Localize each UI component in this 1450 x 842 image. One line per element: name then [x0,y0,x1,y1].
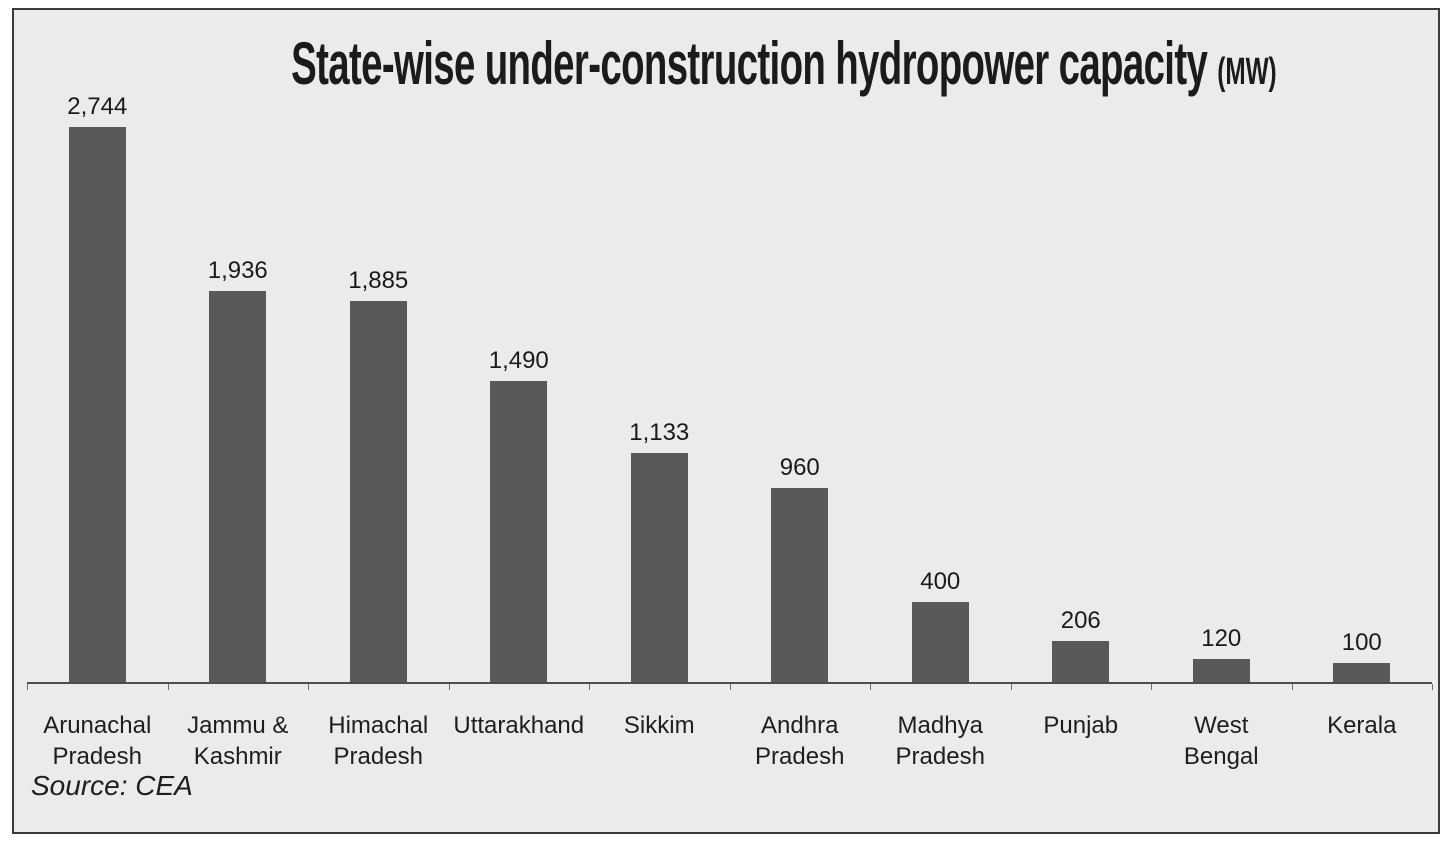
bar-value-label: 100 [1341,629,1382,656]
category-label: Arunachal Pradesh [43,712,152,770]
bar [911,602,969,683]
bar [1052,641,1110,683]
category-label: Kerala [1327,712,1397,739]
bar-value-label: 960 [779,454,820,481]
bar-value-label: 1,885 [348,267,409,294]
bar-column: 1,133 [589,10,730,683]
bar-value-label: 1,936 [207,257,268,284]
bar [209,291,267,683]
bar-column: 1,885 [308,10,449,683]
bar-value-label: 120 [1201,625,1242,652]
bar-value-label: 1,490 [488,347,549,374]
bar-value-label: 1,133 [629,419,690,446]
bar-column: 960 [730,10,871,683]
axis-tick [1432,684,1433,690]
chart-title-text: State-wise under-construction hydropower… [291,34,1276,94]
bar-value-label: 400 [920,568,961,595]
axis-tick [448,684,450,690]
category-label: Punjab [1043,712,1119,739]
bar-column: 120 [1151,10,1292,683]
bar-column: 1,936 [168,10,309,683]
source-note: Source: CEA [31,770,193,801]
axis-tick [729,684,731,690]
bar [68,127,126,683]
bar [490,381,548,683]
chart-panel: State-wise under-construction hydropower… [12,8,1440,834]
category-label: Andhra Pradesh [755,712,845,770]
bar [630,453,688,683]
axis-tick [27,684,28,690]
axis-tick [870,684,871,690]
bar-value-label: 2,744 [67,93,128,120]
bar-value-label: 206 [1060,607,1101,634]
axis-tick [167,684,169,690]
bar-column: 400 [870,10,1011,683]
category-label: Jammu & Kashmir [187,712,289,770]
bar [1333,663,1391,683]
axis-tick [1151,684,1152,690]
category-label: Himachal Pradesh [328,712,429,770]
category-label: West Bengal [1183,712,1259,770]
category-label: Sikkim [623,712,695,739]
bar [1192,659,1250,683]
bar-column: 1,490 [449,10,590,683]
category-label: Uttarakhand [453,712,585,739]
axis-tick [589,684,590,690]
chart-title-unit: (MW) [1217,51,1277,93]
bar-column: 100 [1292,10,1433,683]
axis-tick [1010,684,1012,690]
bar [771,488,829,683]
bar-column: 206 [1011,10,1152,683]
axis-tick [1291,684,1293,690]
plot-area: 2,744 1,936 1,885 1,490 1,133 960 400 20… [27,10,1432,683]
chart-title: State-wise under-construction hydropower… [14,34,1438,94]
axis-tick [308,684,309,690]
bar [349,301,407,683]
axis-ticks [27,684,1433,690]
category-labels: Arunachal Pradesh Jammu & Kashmir Himachal… [27,710,1432,772]
x-axis-line [27,682,1432,684]
bar-column: 2,744 [27,10,168,683]
category-label: Madhya Pradesh [895,712,985,770]
chart-title-main: State-wise under-construction hydropower… [291,30,1208,97]
